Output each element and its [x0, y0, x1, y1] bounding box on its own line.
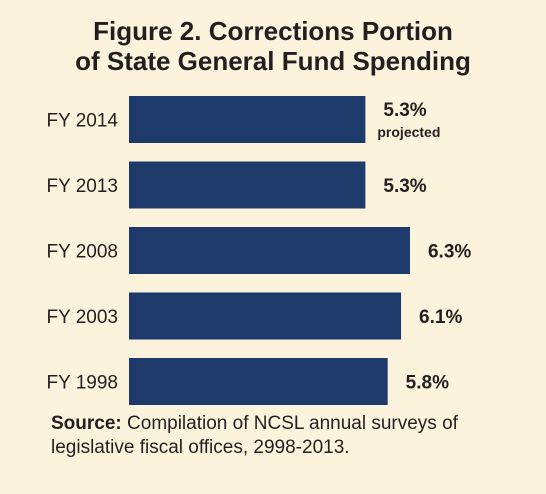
value-label: 5.8% — [406, 373, 449, 394]
value-label: 6.3% — [428, 242, 471, 263]
source-text: Compilation of NCSL annual surveys of le… — [51, 413, 458, 458]
category-label: FY 2008 — [47, 242, 118, 263]
bar-fy-2014 — [129, 96, 366, 143]
bar-fy-1998 — [129, 358, 388, 405]
bar-chart: FY 2014 5.3% projected FY 2013 5.3% FY 2008 6.… — [47, 96, 471, 405]
category-label: FY 1998 — [47, 373, 118, 394]
source-note: Source: Compilation of NCSL annual surve… — [51, 412, 531, 460]
category-label: FY 2013 — [47, 176, 118, 197]
source-label: Source: — [51, 413, 122, 434]
category-label: FY 2003 — [47, 307, 118, 328]
title-line-2: of State General Fund Spending — [75, 46, 471, 76]
bar-fy-2008 — [129, 227, 410, 274]
value-note: projected — [377, 124, 440, 140]
bar-fy-2013 — [129, 161, 366, 209]
value-label: 6.1% — [419, 307, 462, 328]
value-label: 5.3% — [383, 176, 426, 197]
chart-title: Figure 2. Corrections Portion of State G… — [0, 16, 546, 76]
category-label: FY 2014 — [47, 111, 119, 132]
bar-fy-2003 — [129, 292, 402, 340]
title-line-1: Figure 2. Corrections Portion — [93, 16, 453, 46]
value-label: 5.3% — [383, 100, 426, 121]
